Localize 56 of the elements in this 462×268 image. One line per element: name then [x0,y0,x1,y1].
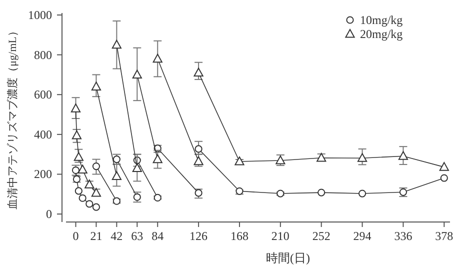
point [357,153,368,162]
point [194,156,204,166]
point [132,70,142,79]
y-tick-label: 600 [34,88,52,102]
point [316,152,326,162]
point [72,166,80,174]
y-tick-label: 400 [34,127,52,142]
x-tick-label: 210 [271,229,290,243]
x-axis-title: 時間(日) [266,251,310,265]
point [234,156,244,166]
x-tick-label: 168 [230,229,248,243]
x-tick-label: 126 [190,229,208,243]
point [439,162,449,171]
point [70,104,81,112]
point [86,200,94,208]
point [72,130,82,140]
point [398,151,408,160]
x-tick-label: 294 [353,229,372,243]
point [152,54,162,63]
point [92,162,100,170]
point [91,82,102,90]
point [276,190,284,198]
y-axis-title: 血清中アテゾリズマブ濃度（μg/mL） [6,26,19,210]
point [318,188,326,196]
point [154,194,162,202]
point [440,174,448,182]
y-tick-label: 200 [34,167,52,182]
x-tick-label: 42 [110,229,123,243]
point [152,154,162,164]
point [112,40,122,49]
point [74,187,82,195]
point [78,194,86,202]
legend-label: 10mg/kg [360,13,403,27]
point [358,190,366,198]
point [133,193,141,201]
y-tick-label: 1000 [28,8,52,22]
x-tick-label: 21 [90,229,102,243]
point [194,68,204,77]
point [74,152,84,161]
x-tick-label: 63 [131,229,144,243]
point [236,187,244,195]
point [194,189,202,197]
x-tick-label: 378 [435,229,454,243]
point [112,171,122,180]
y-tick-label: 800 [34,48,52,62]
x-tick-label: 0 [72,229,79,243]
x-tick-label: 336 [394,229,412,243]
point [132,163,142,172]
legend-label: 20mg/kg [360,27,403,41]
x-tick-label: 84 [152,229,164,243]
point [84,180,94,188]
point [92,203,100,211]
point [78,164,88,174]
y-tick-label: 0 [46,207,52,222]
x-tick-label: 252 [312,229,330,243]
point [194,145,202,153]
